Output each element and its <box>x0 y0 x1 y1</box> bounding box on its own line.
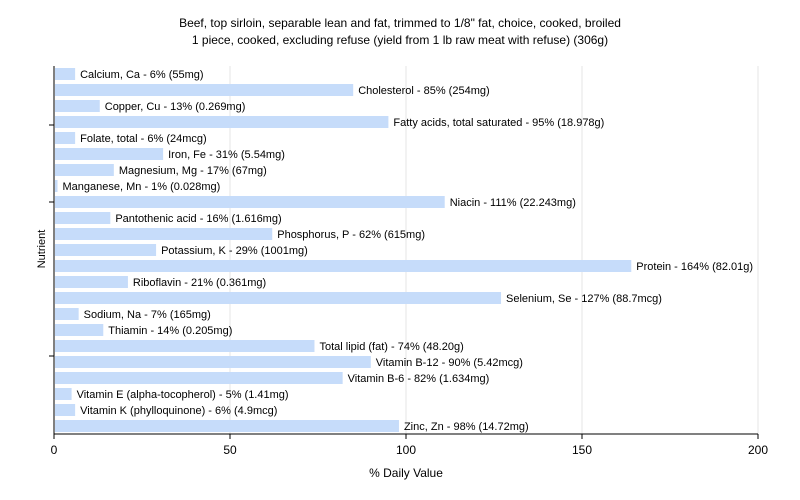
x-tick-label: 150 <box>572 443 592 457</box>
y-ticks <box>49 124 54 357</box>
bar-label: Riboflavin - 21% (0.361mg) <box>133 277 266 289</box>
bar <box>55 116 389 128</box>
bar <box>55 100 100 112</box>
x-ticks: 0 50 100 150 200 <box>51 434 768 457</box>
bar-label: Vitamin E (alpha-tocopherol) - 5% (1.41m… <box>77 389 289 401</box>
bar <box>55 228 273 240</box>
bar-label: Zinc, Zn - 98% (14.72mg) <box>404 421 529 433</box>
x-tick-label: 200 <box>748 443 768 457</box>
bar <box>55 404 76 416</box>
bar <box>55 324 104 336</box>
bar-label: Potassium, K - 29% (1001mg) <box>161 245 308 257</box>
bar-label: Phosphorus, P - 62% (615mg) <box>277 229 425 241</box>
bar <box>55 180 58 192</box>
bar-label: Iron, Fe - 31% (5.54mg) <box>168 149 285 161</box>
bar <box>55 148 164 160</box>
bar-label: Thiamin - 14% (0.205mg) <box>108 325 232 337</box>
bar-label: Folate, total - 6% (24mcg) <box>80 133 207 145</box>
bar <box>55 356 371 368</box>
bar <box>55 292 502 304</box>
bar <box>55 164 114 176</box>
bar-label: Manganese, Mn - 1% (0.028mg) <box>63 181 221 193</box>
bars <box>55 68 632 432</box>
x-tick-label: 0 <box>51 443 58 457</box>
x-tick-label: 50 <box>223 443 237 457</box>
bar-label: Vitamin B-12 - 90% (5.42mcg) <box>376 357 523 369</box>
bar-label: Cholesterol - 85% (254mg) <box>358 85 489 97</box>
bar <box>55 84 354 96</box>
chart-subtitle: 1 piece, cooked, excluding refuse (yield… <box>191 33 609 47</box>
bar <box>55 244 157 256</box>
x-tick-label: 100 <box>396 443 416 457</box>
bar <box>55 132 76 144</box>
bar <box>55 308 79 320</box>
bar <box>55 196 445 208</box>
bar <box>55 212 111 224</box>
bar-label: Fatty acids, total saturated - 95% (18.9… <box>393 117 604 129</box>
bar-label: Total lipid (fat) - 74% (48.20g) <box>319 341 463 353</box>
bar <box>55 68 76 80</box>
bar <box>55 420 399 432</box>
x-axis-title: % Daily Value <box>369 466 443 480</box>
bar-label: Calcium, Ca - 6% (55mg) <box>80 69 203 81</box>
y-axis-title: Nutrient <box>36 230 48 269</box>
bar-label: Magnesium, Mg - 17% (67mg) <box>119 165 267 177</box>
bar-label: Niacin - 111% (22.243mg) <box>450 197 576 209</box>
bar-labels: Calcium, Ca - 6% (55mg) Cholesterol - 85%… <box>63 69 754 433</box>
bar <box>55 388 72 400</box>
bar <box>55 372 343 384</box>
bar <box>55 276 128 288</box>
bar-label: Protein - 164% (82.01g) <box>636 261 753 273</box>
chart-title: Beef, top sirloin, separable lean and fa… <box>179 16 621 30</box>
bar-label: Sodium, Na - 7% (165mg) <box>84 309 211 321</box>
bar <box>55 260 632 272</box>
bar-label: Vitamin B-6 - 82% (1.634mg) <box>348 373 490 385</box>
bar <box>55 340 315 352</box>
bar-label: Pantothenic acid - 16% (1.616mg) <box>115 213 281 225</box>
bar-label: Copper, Cu - 13% (0.269mg) <box>105 101 246 113</box>
bar-label: Selenium, Se - 127% (88.7mcg) <box>506 293 662 305</box>
bar-label: Vitamin K (phylloquinone) - 6% (4.9mcg) <box>80 405 277 417</box>
